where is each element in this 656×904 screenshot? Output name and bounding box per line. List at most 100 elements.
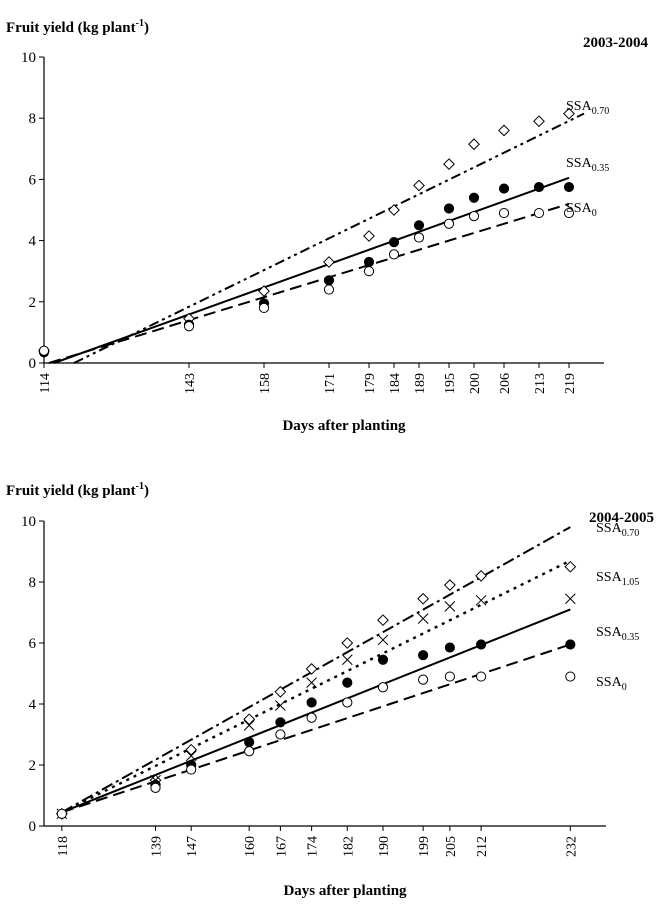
- series-label: SSA0.70: [566, 99, 609, 117]
- data-point: [244, 737, 255, 748]
- data-point: [468, 211, 480, 222]
- chart-title: 2004-2005: [589, 510, 654, 526]
- data-point: [418, 674, 429, 685]
- y-tick-label: 2: [29, 295, 37, 311]
- data-point: [443, 579, 456, 591]
- data-point: [443, 158, 455, 171]
- data-point: [275, 700, 286, 711]
- data-point: [388, 249, 400, 260]
- data-point: [275, 717, 286, 728]
- x-tick-label: 189: [413, 373, 428, 394]
- data-point: [475, 569, 488, 582]
- data-point: [323, 275, 335, 286]
- data-point: [258, 302, 270, 314]
- data-point: [275, 729, 286, 740]
- y-tick-label: 0: [29, 819, 37, 835]
- x-tick-label: 184: [388, 373, 403, 394]
- y-tick-label: 10: [21, 50, 36, 66]
- data-point: [413, 232, 425, 243]
- x-tick-label: 206: [498, 373, 513, 394]
- cross-stroke: [341, 654, 353, 666]
- series-label: SSA0: [566, 201, 597, 219]
- data-point: [185, 743, 198, 756]
- data-point: [443, 203, 455, 214]
- data-point: [342, 697, 353, 708]
- data-point: [363, 266, 375, 277]
- data-point: [274, 685, 287, 698]
- data-point: [444, 671, 455, 682]
- data-point: [563, 207, 575, 219]
- x-tick-label: 232: [564, 836, 579, 857]
- data-point: [476, 671, 487, 682]
- data-point: [444, 601, 456, 612]
- data-point: [306, 697, 317, 708]
- chart-title: 2003-2004: [583, 35, 648, 51]
- data-point: [498, 183, 510, 194]
- x-tick-label: 219: [563, 373, 578, 394]
- chart-panel-2: Fruit yield (kg plant-1) 2004-2005 0 2 4 6 8 10…: [6, 481, 654, 899]
- y-axis-label: Fruit yield (kg plant-1): [6, 18, 149, 36]
- data-point: [377, 682, 389, 693]
- x-tick-label: 195: [443, 373, 458, 394]
- fit-line-ssa0: [61, 608, 571, 814]
- x-tick-label: 212: [475, 836, 490, 857]
- data-point: [341, 637, 354, 649]
- data-point: [564, 593, 576, 605]
- x-tick-label: 143: [183, 373, 198, 394]
- data-point: [468, 138, 480, 151]
- cross-stroke: [377, 634, 389, 646]
- data-point: [413, 179, 425, 192]
- data-point: [417, 613, 429, 624]
- fit-line-ssa1-05: [61, 559, 571, 814]
- cross-stroke: [417, 613, 429, 624]
- data-point: [444, 642, 455, 653]
- data-point: [533, 115, 545, 128]
- data-point: [565, 639, 576, 650]
- data-point: [183, 321, 195, 332]
- x-tick-label: 199: [417, 836, 432, 857]
- data-point: [377, 634, 389, 646]
- data-point: [323, 284, 335, 295]
- cross-stroke: [564, 593, 576, 605]
- x-tick-label: 174: [306, 836, 321, 857]
- x-tick-label: 158: [258, 373, 273, 394]
- data-point: [150, 782, 161, 793]
- data-point: [377, 654, 389, 665]
- y-tick-label: 2: [29, 758, 37, 774]
- x-axis-label: Days after planting: [283, 883, 407, 899]
- data-point: [243, 719, 255, 731]
- data-point: [377, 614, 389, 627]
- y-tick-label: 6: [29, 636, 37, 652]
- x-tick-label: 118: [56, 836, 71, 856]
- x-tick-label: 179: [363, 373, 378, 394]
- x-tick-label: 200: [468, 373, 483, 394]
- data-point: [563, 181, 575, 193]
- y-tick-label: 6: [29, 172, 37, 188]
- cross-stroke: [444, 601, 456, 612]
- data-point: [388, 237, 400, 248]
- chart-panel-1: Fruit yield (kg plant-1) 2003-2004 0 2 4 6 8 10…: [6, 18, 648, 434]
- data-point: [476, 639, 487, 650]
- cross-stroke: [275, 700, 286, 711]
- x-tick-label: 147: [185, 836, 200, 857]
- data-point: [468, 192, 480, 203]
- data-point: [341, 654, 353, 666]
- x-tick-label: 139: [150, 836, 165, 857]
- data-point: [185, 750, 197, 762]
- y-tick-label: 4: [29, 234, 37, 250]
- data-point: [186, 764, 197, 775]
- fit-line-ssa0-35: [53, 176, 570, 364]
- data-point: [306, 712, 317, 723]
- data-point: [564, 560, 577, 573]
- data-point: [244, 746, 255, 757]
- data-point: [38, 345, 50, 356]
- series-label: SSA0.35: [566, 156, 609, 174]
- fit-line-ssa0: [48, 202, 570, 364]
- y-axis-label: Fruit yield (kg plant-1): [6, 481, 149, 499]
- x-tick-label: 160: [243, 836, 258, 857]
- data-point: [417, 592, 430, 605]
- data-point: [565, 671, 576, 682]
- x-tick-label: 182: [341, 836, 356, 857]
- data-point: [342, 677, 353, 688]
- cross-stroke: [243, 719, 255, 731]
